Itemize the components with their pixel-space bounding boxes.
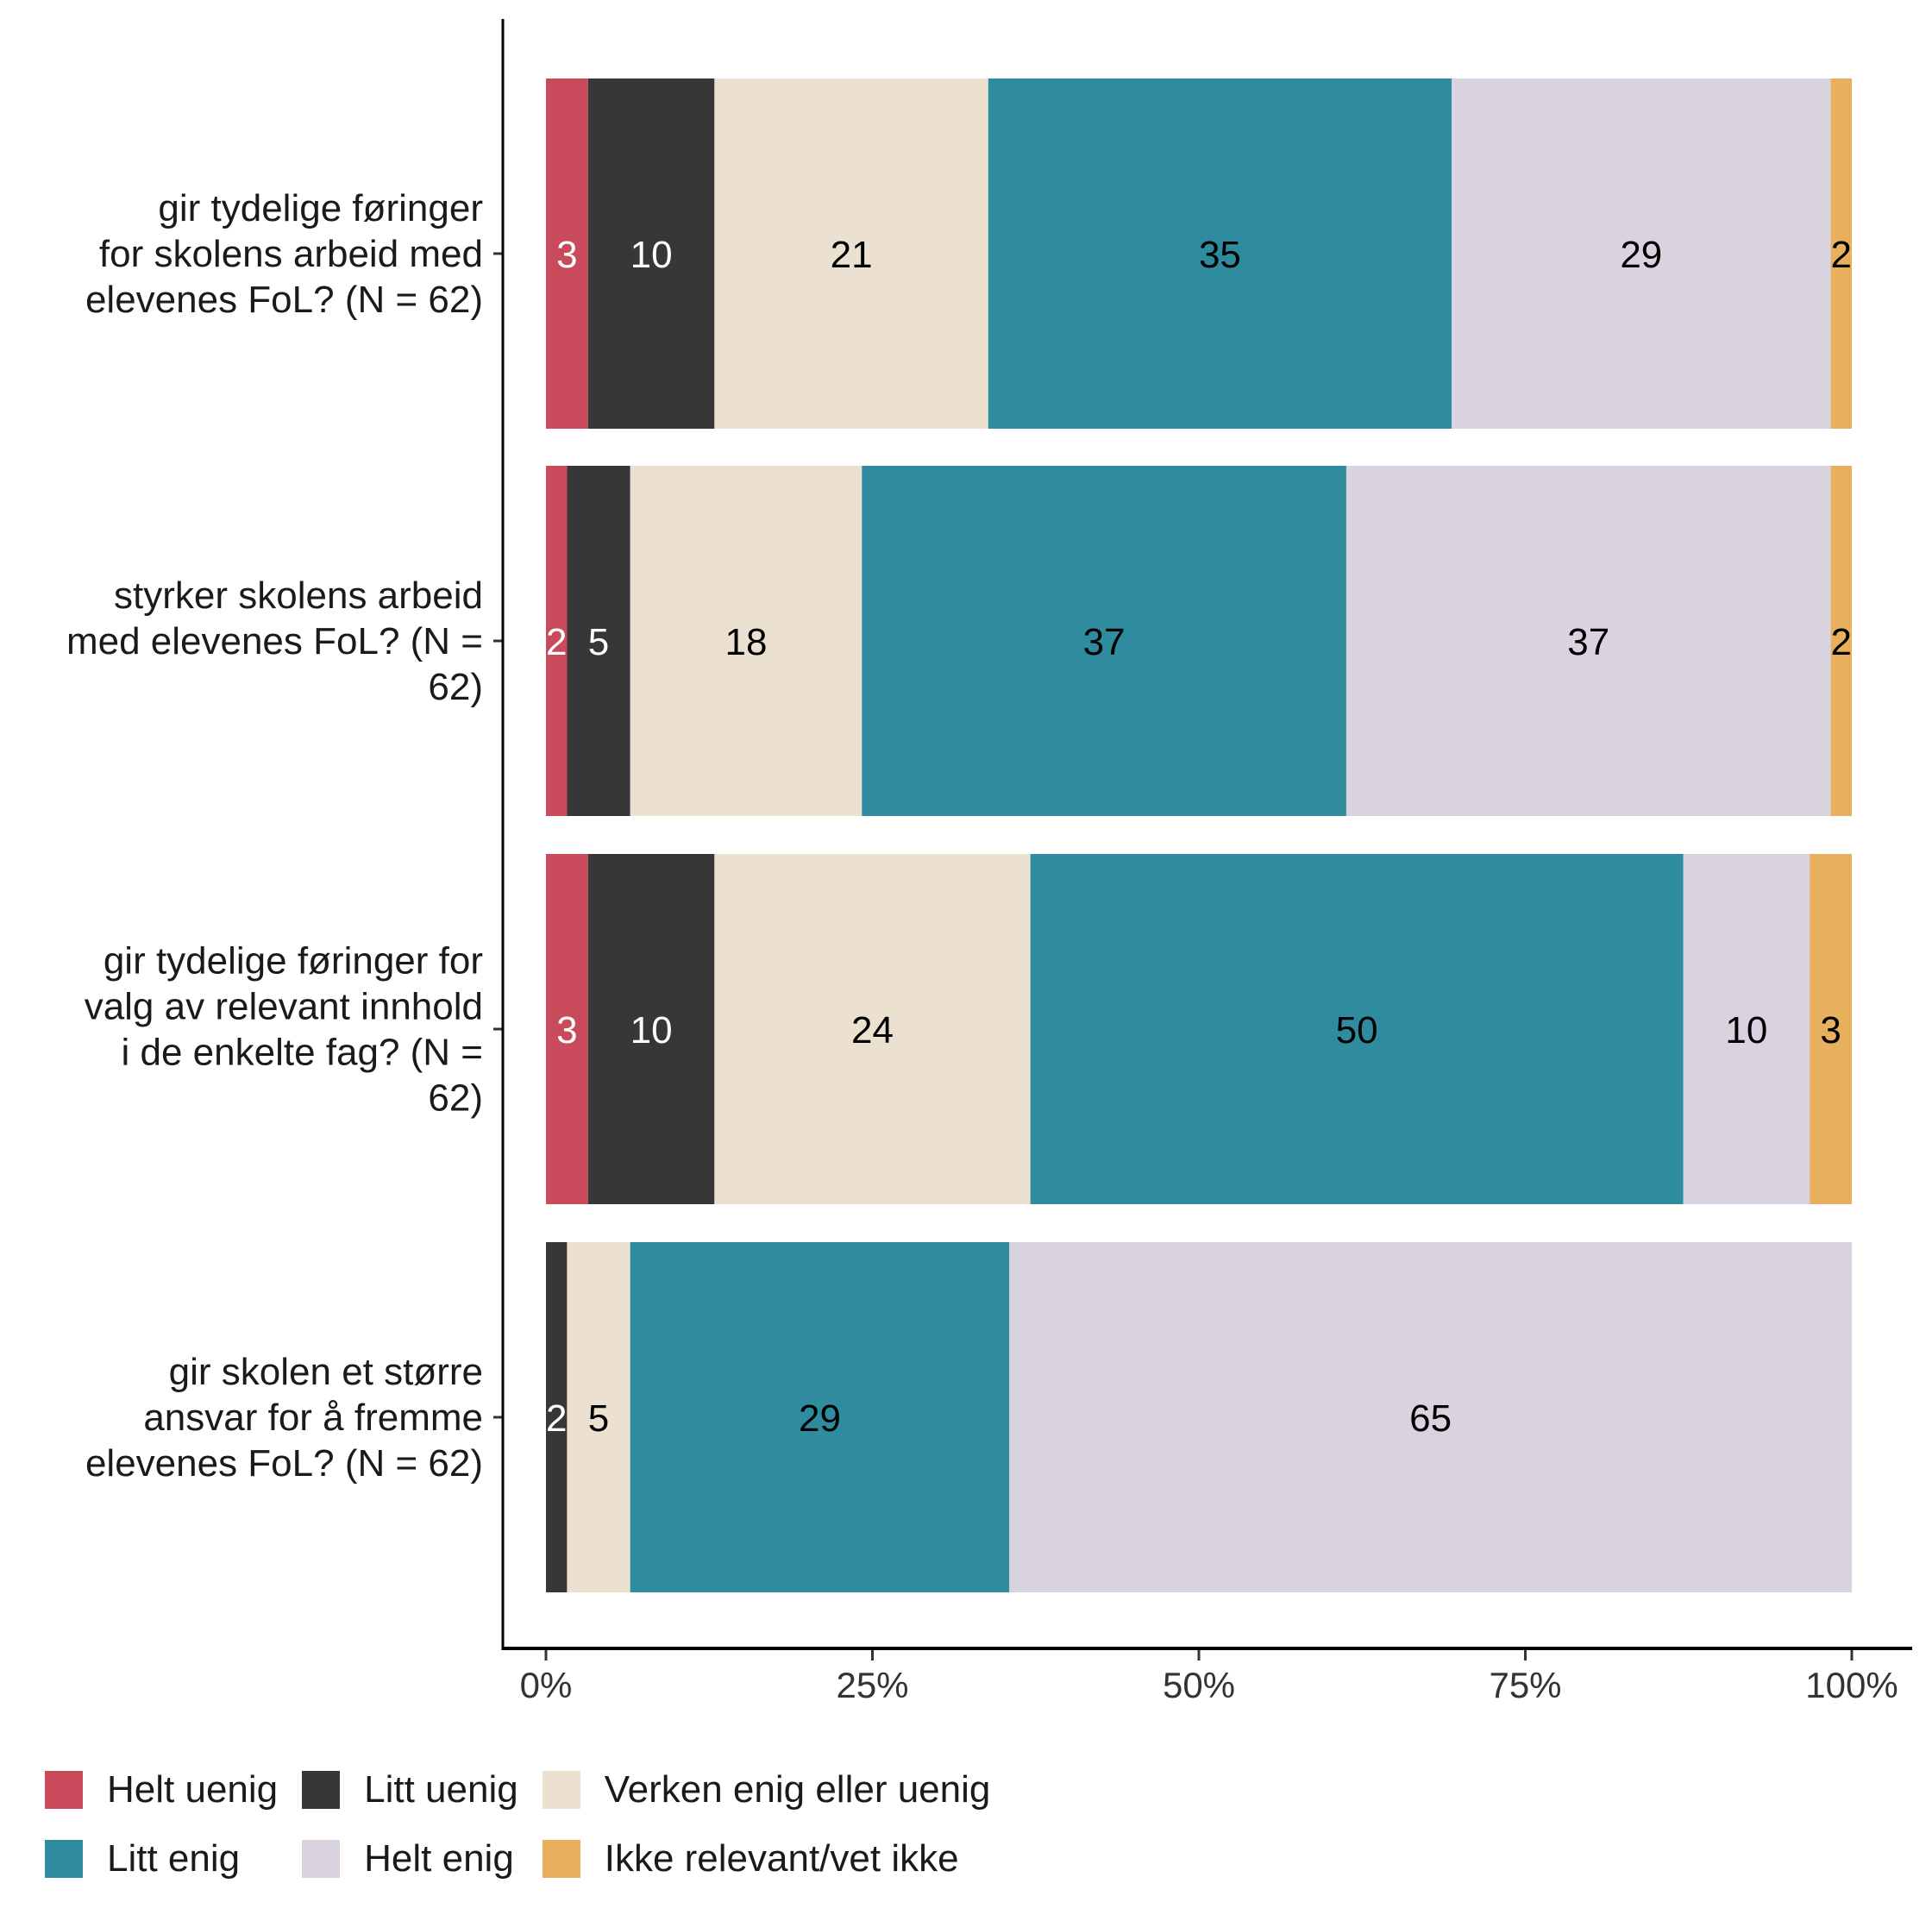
bar-segment bbox=[546, 466, 568, 816]
legend-item-helt-uenig: Helt uenig bbox=[45, 1768, 278, 1811]
category-label-line: elevenes FoL? (N = 62) bbox=[85, 279, 483, 321]
legend-item-verken: Verken enig eller uenig bbox=[542, 1768, 991, 1811]
bar-segment bbox=[630, 466, 862, 816]
category-label-line: elevenes FoL? (N = 62) bbox=[85, 1442, 483, 1485]
y-axis-labels: gir tydelige føringer for skolens arbeid … bbox=[66, 187, 503, 1485]
stacked-bar-chart: 3 10 21 35 29 22 5 18 37 37 23 10 24 50 10 32 5 29 65 gir … bbox=[66, 19, 1912, 1705]
bar-segment bbox=[714, 854, 1031, 1204]
legend-item-litt-uenig: Litt uenig bbox=[302, 1768, 518, 1811]
category-label-line: gir skolen et større bbox=[169, 1351, 483, 1393]
data-label: 21 bbox=[831, 234, 873, 276]
x-tick-label: 25% bbox=[836, 1665, 908, 1705]
bar-segment bbox=[630, 1242, 1010, 1592]
data-label: 37 bbox=[1567, 621, 1609, 663]
data-label: 5 bbox=[588, 1397, 609, 1440]
category-label-line: valg av relevant innhold bbox=[85, 986, 483, 1028]
legend: Helt uenig Litt uenig Verken enig eller … bbox=[45, 1768, 1014, 1880]
category-label-line: gir tydelige føringer bbox=[158, 187, 483, 229]
bar-segment bbox=[1452, 78, 1831, 429]
x-axis-ticks: 0% 25% 50% 75% 100% bbox=[520, 1650, 1898, 1705]
category-label-line: for skolens arbeid med bbox=[99, 233, 483, 275]
category-label-line: 62) bbox=[428, 1077, 483, 1120]
bar-segment bbox=[546, 1242, 568, 1592]
data-label: 24 bbox=[851, 1009, 894, 1052]
bar-segment bbox=[546, 854, 588, 1204]
x-tick-label: 100% bbox=[1805, 1665, 1898, 1705]
bar-segment bbox=[546, 78, 588, 429]
legend-label: Litt uenig bbox=[364, 1768, 518, 1811]
category-label-line: med elevenes FoL? (N = bbox=[66, 620, 483, 662]
data-label: 18 bbox=[725, 621, 768, 663]
legend-label: Helt uenig bbox=[107, 1768, 279, 1811]
data-label: 65 bbox=[1409, 1397, 1452, 1440]
bar-segment bbox=[567, 466, 630, 816]
category-label-line: styrker skolens arbeid bbox=[114, 574, 483, 617]
category-label: gir tydelige føringer for valg av relevan… bbox=[85, 940, 483, 1120]
x-tick-label: 75% bbox=[1489, 1665, 1561, 1705]
data-label: 10 bbox=[1725, 1009, 1767, 1052]
data-label: 50 bbox=[1336, 1009, 1378, 1052]
axes bbox=[501, 19, 1912, 1650]
legend-swatch bbox=[302, 1840, 341, 1878]
legend-label: Helt enig bbox=[364, 1837, 514, 1880]
bar-segment bbox=[1683, 854, 1810, 1204]
category-label: styrker skolens arbeid med elevenes FoL? … bbox=[66, 574, 483, 708]
legend-swatch bbox=[302, 1771, 341, 1809]
category-label: gir skolen et større ansvar for å fremme e… bbox=[85, 1351, 483, 1485]
legend-item-helt-enig: Helt enig bbox=[302, 1837, 518, 1880]
category-label-line: i de enkelte fag? (N = bbox=[122, 1032, 483, 1074]
data-label: 10 bbox=[630, 234, 673, 276]
bar-segment bbox=[1030, 854, 1684, 1204]
data-label: 3 bbox=[1820, 1009, 1841, 1052]
data-label: 35 bbox=[1199, 234, 1241, 276]
data-label: 37 bbox=[1083, 621, 1126, 663]
bar-segment bbox=[1009, 1242, 1852, 1592]
data-label: 2 bbox=[1831, 621, 1852, 663]
legend-label: Ikke relevant/vet ikke bbox=[604, 1837, 959, 1880]
x-tick-label: 50% bbox=[1163, 1665, 1235, 1705]
bar-segment bbox=[567, 1242, 630, 1592]
legend-swatch bbox=[45, 1771, 83, 1809]
bar-segment bbox=[988, 78, 1452, 429]
bar-segment bbox=[587, 854, 715, 1204]
data-label: 5 bbox=[588, 621, 609, 663]
legend-label: Verken enig eller uenig bbox=[604, 1768, 991, 1811]
legend-swatch bbox=[542, 1771, 580, 1809]
category-label-line: 62) bbox=[428, 666, 483, 708]
data-label: 10 bbox=[630, 1009, 673, 1052]
bar-segment bbox=[1346, 466, 1831, 816]
legend-swatch bbox=[542, 1840, 580, 1878]
bar-segment bbox=[862, 466, 1346, 816]
category-label-line: ansvar for å fremme bbox=[143, 1397, 483, 1439]
legend-item-ikke-relevant: Ikke relevant/vet ikke bbox=[542, 1837, 991, 1880]
legend-item-litt-enig: Litt enig bbox=[45, 1837, 278, 1880]
bar-segment bbox=[1830, 466, 1852, 816]
data-label: 2 bbox=[546, 621, 567, 663]
data-label: 29 bbox=[799, 1397, 841, 1440]
bar-segment bbox=[587, 78, 715, 429]
data-label: 2 bbox=[546, 1397, 567, 1440]
x-tick-label: 0% bbox=[520, 1665, 573, 1705]
legend-label: Litt enig bbox=[107, 1837, 241, 1880]
bar-segment bbox=[714, 78, 988, 429]
bars-layer: 3 10 21 35 29 22 5 18 37 37 23 10 24 50 10 32 5 29 65 bbox=[546, 78, 1852, 1592]
legend-swatch bbox=[45, 1840, 83, 1878]
data-label: 2 bbox=[1831, 234, 1852, 276]
bar-segment bbox=[1810, 854, 1852, 1204]
data-label: 3 bbox=[556, 234, 577, 276]
category-label: gir tydelige føringer for skolens arbeid … bbox=[85, 187, 483, 321]
data-label: 29 bbox=[1620, 234, 1662, 276]
category-label-line: gir tydelige føringer for bbox=[104, 940, 483, 982]
data-label: 3 bbox=[556, 1009, 577, 1052]
bar-segment bbox=[1830, 78, 1852, 429]
